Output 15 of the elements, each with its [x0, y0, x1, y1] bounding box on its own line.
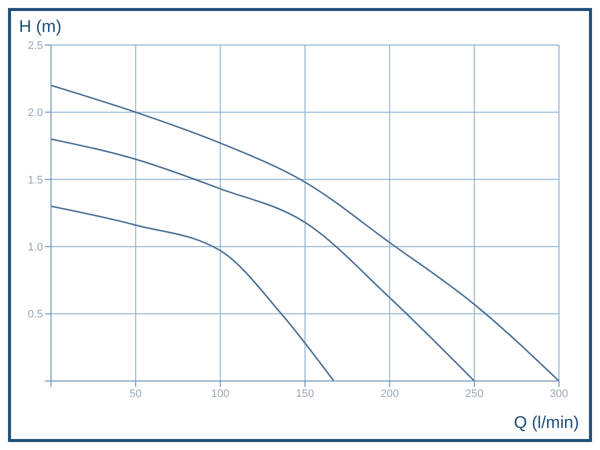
y-tick-label: 0.5	[28, 308, 43, 321]
x-tick-label: 100	[211, 388, 230, 400]
line-series	[51, 138, 476, 381]
x-tick-label: 200	[380, 388, 399, 400]
y-axis-title: H (m)	[19, 17, 62, 37]
y-tick-label: 2.5	[28, 40, 43, 52]
x-axis-title: Q (l/min)	[514, 413, 579, 433]
y-tick-label: 1.5	[28, 174, 43, 186]
x-tick-label: 50	[130, 388, 142, 400]
y-tick-label: 2.0	[28, 107, 43, 120]
y-tick-label: 1.0	[28, 242, 43, 254]
x-tick-label: 250	[465, 388, 484, 400]
line-series	[51, 206, 335, 381]
x-tick-label: 150	[296, 388, 314, 400]
x-tick-label: 300	[550, 388, 568, 400]
